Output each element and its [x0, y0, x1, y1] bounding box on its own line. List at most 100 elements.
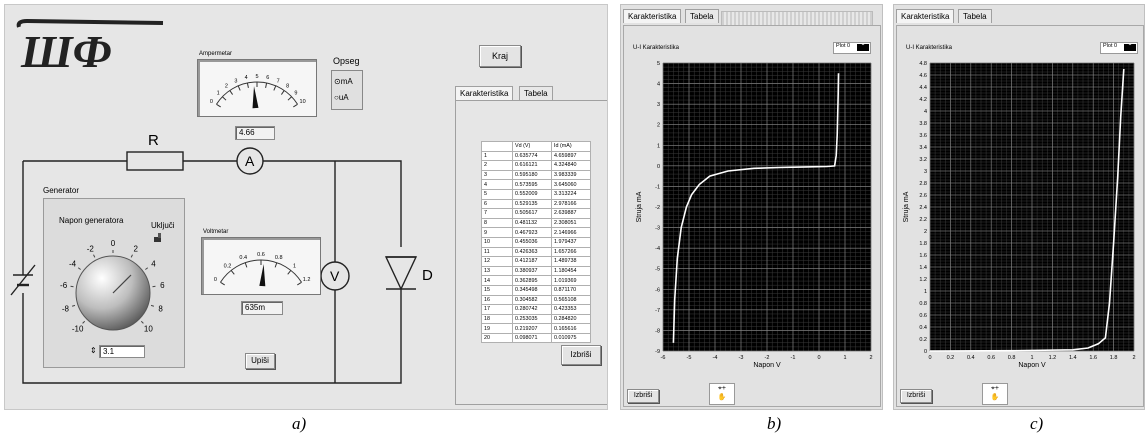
cursor-icon[interactable]: +: [994, 385, 1000, 392]
x-axis-label: Napon V: [753, 362, 781, 369]
y-tick-label: -4: [655, 246, 660, 252]
voltmeter-symbol-label: V: [330, 268, 340, 284]
exit-button[interactable]: Kraj: [479, 45, 521, 67]
y-tick-label: 0.6: [919, 313, 927, 319]
ammeter-tick: [237, 85, 241, 91]
x-tick-label: 0: [817, 355, 820, 361]
ammeter-tick: [229, 90, 234, 95]
switch-icon: [154, 233, 161, 242]
ammeter-readout: 4.66: [235, 126, 275, 140]
voltmeter-needle: [259, 264, 266, 287]
characteristic-window-c: Karakteristika Tabela U-I Karakteristika…: [893, 4, 1145, 410]
diode-label: D: [422, 267, 433, 284]
y-axis-label: Struja mA: [903, 191, 910, 222]
chart-title-b: U-I Karakteristika: [633, 45, 680, 51]
plot-legend-c[interactable]: Plot 0 ⌃: [1100, 42, 1138, 54]
y-tick-label: 1.6: [919, 253, 927, 259]
x-tick-label: -3: [739, 355, 744, 361]
knob-label: Napon generatora: [59, 216, 124, 225]
y-tick-label: 2: [924, 229, 927, 235]
y-tick-label: 0: [924, 349, 927, 355]
y-tick-label: 0.8: [919, 301, 927, 307]
y-tick-label: -3: [655, 226, 660, 232]
resistor-symbol: [126, 151, 184, 171]
voltmeter-tick-label: 0.6: [257, 252, 265, 258]
voltmeter-tick-label: 0.4: [239, 255, 247, 261]
x-axis-label: Napon V: [1018, 362, 1046, 369]
y-tick-label: -8: [655, 328, 660, 334]
knob-scale-label: 2: [133, 244, 138, 253]
ammeter-tick-label: 5: [255, 74, 258, 80]
tab-tabela-c[interactable]: Tabela: [958, 9, 992, 23]
voltmeter-tick: [230, 270, 235, 275]
ammeter-gauge: 0 1 2 3 4 5 6 7 8 9 10: [197, 59, 317, 117]
knob-scale-label: -10: [72, 324, 84, 333]
tab-tabela-b[interactable]: Tabela: [685, 9, 719, 23]
knob-scale-label: 6: [160, 281, 165, 290]
knob-tick: [145, 267, 149, 270]
tab-karakteristika-c[interactable]: Karakteristika: [896, 9, 955, 23]
plot-legend-label-c: Plot 0: [1103, 43, 1118, 49]
ammeter-tick-label: 10: [300, 99, 306, 105]
y-tick-label: 1: [924, 289, 927, 295]
y-tick-label: 1.2: [919, 277, 927, 283]
range-option-ma[interactable]: ⊙mA: [334, 77, 353, 86]
zoom-icon[interactable]: ⌖: [717, 385, 722, 392]
y-tick-label: 3.8: [919, 121, 927, 127]
voltmeter-readout: 635m: [241, 301, 283, 315]
knob-scale-label: 8: [158, 304, 163, 313]
power-switch[interactable]: [153, 233, 163, 243]
y-tick-label: -2: [655, 205, 660, 211]
ammeter-tick-label: 0: [210, 99, 213, 105]
logo: ШФ: [13, 13, 183, 77]
x-tick-label: -5: [687, 355, 692, 361]
plot-style-icon: ⌃: [857, 44, 869, 51]
y-tick-label: 2.6: [919, 193, 927, 199]
y-axis-label: Struja mA: [636, 191, 643, 222]
clear-chart-button-c[interactable]: Izbriši: [900, 389, 932, 403]
ammeter-tick-label: 7: [277, 78, 280, 84]
series-line: [672, 73, 840, 343]
table-row: 20 0.098071 0.010975: [481, 332, 591, 344]
knob-spin-icon[interactable]: ⇕: [90, 346, 97, 355]
x-tick-label: 1.8: [1110, 355, 1118, 361]
tab-tabela[interactable]: Tabela: [519, 86, 553, 100]
knob-tick: [150, 304, 155, 307]
y-tick-label: 1.8: [919, 241, 927, 247]
ammeter-tick-label: 2: [225, 84, 228, 90]
write-button[interactable]: Upiši: [245, 353, 275, 369]
chart-tools-b[interactable]: ⌖+ ✋: [709, 383, 735, 405]
x-tick-label: 2: [1132, 355, 1135, 361]
pan-icon[interactable]: ✋: [990, 394, 1000, 401]
pan-icon[interactable]: ✋: [717, 394, 727, 401]
y-tick-label: 4.8: [919, 61, 927, 67]
y-tick-label: 2.4: [919, 205, 927, 211]
y-tick-label: -5: [655, 267, 660, 273]
voltage-knob[interactable]: -10 -8 -6 -4 -2 0 2 4 6 8 10: [51, 237, 175, 349]
y-tick-label: 4: [924, 109, 927, 115]
x-tick-label: 0.6: [987, 355, 995, 361]
cursor-icon[interactable]: +: [721, 385, 727, 392]
clear-table-button[interactable]: Izbriši: [561, 345, 601, 365]
instrument-panel: ШФ Ampermetar 0 1 2 3 4 5 6 7 8 9 10 4.66 Opseg ⊙m…: [4, 4, 608, 410]
voltmeter-tick-label: 1: [293, 264, 296, 270]
voltmeter-tick: [244, 262, 248, 268]
x-tick-label: 0.8: [1008, 355, 1016, 361]
logo-graphic: ШФ: [16, 18, 164, 77]
ammeter-tick-label: 9: [294, 91, 297, 97]
voltmeter-tick-label: 0.2: [224, 264, 232, 270]
generator-value-input[interactable]: 3.1: [99, 345, 145, 358]
logo-text: ШФ: [20, 26, 112, 73]
knob-tick: [71, 304, 76, 307]
chart-tools-c[interactable]: ⌖+ ✋: [982, 383, 1008, 405]
plot-legend-b[interactable]: Plot 0 ⌃: [833, 42, 871, 54]
zoom-icon[interactable]: ⌖: [990, 385, 995, 392]
clear-chart-button-b[interactable]: Izbriši: [627, 389, 659, 403]
knob-tick: [140, 320, 144, 324]
tab-karakteristika[interactable]: Karakteristika: [455, 86, 514, 100]
tab-karakteristika-b[interactable]: Karakteristika: [623, 9, 682, 23]
range-option-ua[interactable]: ○uA: [334, 93, 349, 102]
ammeter-symbol-label: A: [245, 153, 255, 169]
knob-tick: [130, 254, 133, 258]
